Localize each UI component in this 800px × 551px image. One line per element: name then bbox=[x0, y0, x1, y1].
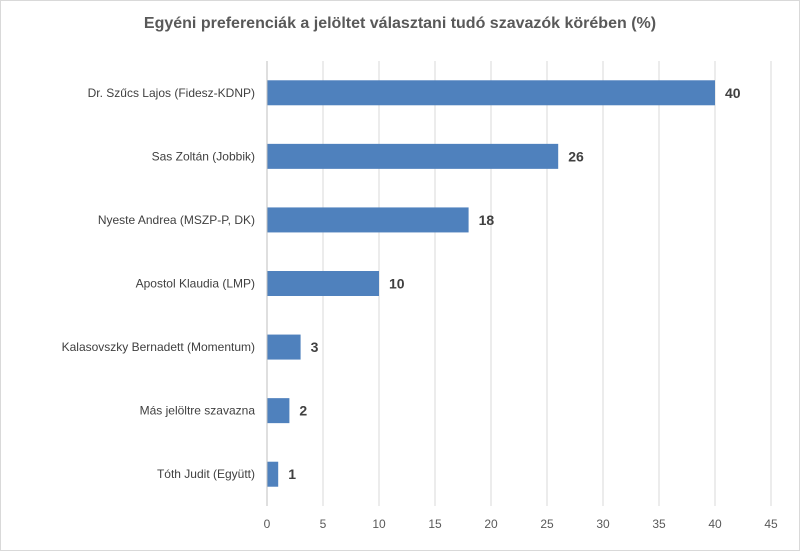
category-label-2: Nyeste Andrea (MSZP-P, DK) bbox=[98, 213, 255, 227]
category-label-3: Apostol Klaudia (LMP) bbox=[136, 277, 255, 291]
bar-0 bbox=[267, 80, 715, 106]
x-tick-label-8: 40 bbox=[708, 517, 722, 531]
bar-6 bbox=[267, 461, 279, 487]
value-label-0: 40 bbox=[725, 85, 741, 101]
bar-5 bbox=[267, 398, 290, 424]
category-label-1: Sas Zoltán (Jobbik) bbox=[152, 149, 255, 163]
value-label-6: 1 bbox=[288, 466, 296, 482]
x-tick-label-2: 10 bbox=[372, 517, 386, 531]
x-tick-label-6: 30 bbox=[596, 517, 610, 531]
category-label-5: Más jelöltre szavazna bbox=[140, 404, 256, 418]
value-label-4: 3 bbox=[311, 339, 319, 355]
x-tick-label-5: 25 bbox=[540, 517, 554, 531]
chart-title: Egyéni preferenciák a jelöltet választan… bbox=[143, 15, 657, 32]
bar-3 bbox=[267, 271, 379, 296]
category-label-6: Tóth Judit (Együtt) bbox=[157, 467, 255, 481]
x-tick-label-9: 45 bbox=[764, 517, 778, 531]
x-tick-label-3: 15 bbox=[428, 517, 442, 531]
category-label-0: Dr. Szűcs Lajos (Fidesz-KDNP) bbox=[88, 86, 255, 100]
value-label-1: 26 bbox=[568, 148, 584, 164]
x-tick-label-4: 20 bbox=[484, 517, 498, 531]
value-label-2: 18 bbox=[479, 212, 495, 228]
value-label-3: 10 bbox=[389, 276, 405, 292]
x-tick-label-0: 0 bbox=[264, 517, 271, 531]
category-label-4: Kalasovszky Bernadett (Momentum) bbox=[62, 340, 255, 354]
bar-2 bbox=[267, 207, 469, 233]
x-tick-label-7: 35 bbox=[652, 517, 666, 531]
x-tick-label-1: 5 bbox=[320, 517, 327, 531]
value-label-5: 2 bbox=[299, 403, 307, 419]
bar-4 bbox=[267, 334, 301, 360]
bar-1 bbox=[267, 143, 559, 169]
